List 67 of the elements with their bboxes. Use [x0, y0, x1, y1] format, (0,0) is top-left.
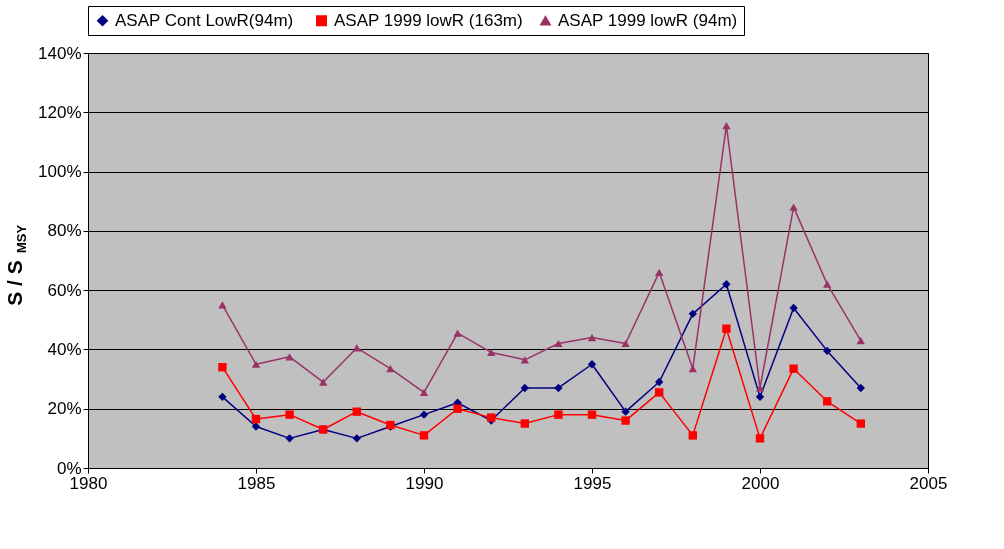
legend-label: ASAP 1999 lowR (163m): [334, 10, 523, 30]
point: [319, 378, 328, 386]
point: [218, 301, 227, 309]
point: [554, 410, 563, 419]
point: [722, 280, 731, 289]
point: [419, 410, 429, 419]
point: [554, 383, 563, 393]
point: [419, 431, 429, 440]
point: [856, 419, 865, 428]
y-tick-label: 60%: [47, 280, 82, 300]
point: [722, 122, 731, 130]
point: [856, 383, 865, 393]
point: [251, 422, 261, 431]
point: [688, 309, 697, 319]
point: [554, 339, 563, 348]
point: [789, 203, 798, 211]
point: [587, 410, 597, 419]
point: [453, 404, 462, 413]
point: [621, 339, 630, 348]
point: [789, 364, 798, 373]
point: [856, 336, 865, 345]
point: [755, 392, 765, 402]
point: [285, 410, 294, 419]
y-tick-label: 100%: [38, 162, 82, 182]
point: [285, 434, 294, 443]
x-tick-label: 1990: [405, 473, 444, 493]
point: [789, 303, 798, 313]
y-tick-label: 40%: [47, 339, 82, 359]
point: [587, 360, 597, 369]
point: [688, 365, 697, 373]
point: [621, 407, 630, 416]
point: [251, 414, 261, 424]
point: [520, 356, 529, 364]
point: [823, 346, 832, 356]
point: [419, 388, 429, 397]
y-tick-label: 140%: [38, 43, 82, 63]
point: [352, 407, 361, 416]
point: [352, 434, 361, 443]
point: [218, 392, 227, 402]
point: [487, 348, 496, 357]
point: [621, 416, 630, 425]
point: [688, 431, 697, 440]
point: [218, 363, 227, 372]
point: [655, 388, 664, 397]
x-tick-label: 2000: [741, 473, 780, 493]
y-tick-label: 120%: [38, 102, 82, 122]
legend-label: ASAP 1999 lowR (94m): [558, 10, 738, 30]
legend-label: ASAP Cont LowR(94m): [115, 10, 294, 30]
point: [823, 397, 832, 406]
point: [722, 324, 731, 333]
point: [655, 268, 664, 276]
x-tick-label: 1985: [237, 473, 276, 493]
point: [587, 333, 597, 342]
point: [755, 434, 765, 443]
point: [520, 419, 529, 428]
point: [386, 365, 395, 373]
y-tick-label: 20%: [47, 399, 82, 419]
y-axis-title: S / SMSY: [3, 224, 29, 306]
x-tick-label: 2005: [909, 473, 948, 493]
point: [823, 280, 832, 288]
point: [453, 329, 462, 337]
point: [251, 360, 261, 368]
y-tick-label: 80%: [47, 221, 82, 241]
x-tick-label: 1995: [573, 473, 612, 493]
point: [520, 383, 529, 393]
point: [352, 344, 361, 352]
point: [655, 377, 664, 387]
